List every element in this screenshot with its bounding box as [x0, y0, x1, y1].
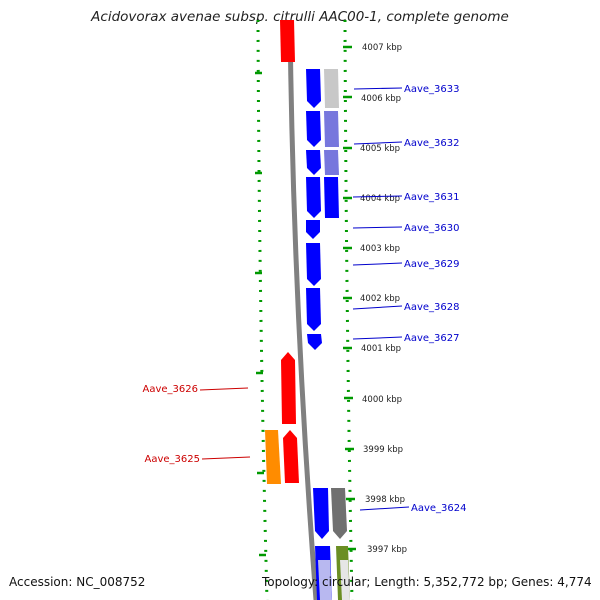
tick-label: 4005 kbp [360, 144, 400, 154]
gene-label-aave-3627: Aave_3627 [404, 333, 460, 344]
gene-aave-3631 [306, 177, 321, 218]
gene-aave-3627 [307, 334, 322, 350]
tick-label: 4003 kbp [360, 244, 400, 254]
gene-label-aave-3631: Aave_3631 [404, 192, 460, 203]
gene-aave-3624-gray [331, 488, 347, 539]
leader-3630 [352, 226, 403, 229]
leader-3631 [352, 195, 403, 198]
gene-aave-3624 [313, 488, 329, 539]
tick-label: 4004 kbp [360, 194, 400, 204]
gene-aave-3632 [306, 111, 321, 147]
gene-label-aave-3632: Aave_3632 [404, 138, 460, 149]
forward-genes [265, 20, 299, 484]
leader-3626 [199, 387, 249, 391]
leader-3632 [353, 141, 403, 145]
map-title: Acidovorax avenae subsp. citrulli AAC00-… [91, 9, 509, 25]
gene-aave-3633 [306, 69, 321, 108]
gene-aave-3631-blue [324, 177, 339, 218]
genome-backbone [287, 19, 319, 600]
leader-3633 [353, 87, 403, 90]
tick-label: 3998 kbp [365, 495, 405, 505]
tick-label: 3997 kbp [367, 545, 407, 555]
accession-text: Accession: NC_008752 [9, 575, 146, 589]
gene-label-aave-3633: Aave_3633 [404, 84, 460, 95]
gene-aave-3633-gray [324, 69, 339, 108]
gene-label-aave-3630: Aave_3630 [404, 223, 460, 234]
inner-guide-line [256, 19, 269, 600]
tick-label: 4000 kbp [362, 395, 402, 405]
leader-3627 [352, 336, 403, 340]
topology-text: Topology: circular; Length: 5,352,772 bp… [262, 575, 592, 589]
gene-aave-3626 [281, 352, 296, 424]
gene-bottom-lavender [318, 560, 332, 600]
gene-orange [265, 430, 281, 484]
gene-label-aave-3624: Aave_3624 [411, 503, 467, 514]
gene-aave-3629 [306, 243, 321, 286]
gene-label-aave-3625: Aave_3625 [145, 454, 201, 465]
gene-aave-3632-lavender [324, 111, 339, 147]
gene-aave-3632b-lavender [324, 150, 339, 175]
gene-label-aave-3629: Aave_3629 [404, 259, 460, 270]
gene-label-aave-3626: Aave_3626 [143, 384, 199, 395]
leader-3624 [359, 506, 410, 511]
tick-label: 4002 kbp [360, 294, 400, 304]
tick-label: 3999 kbp [363, 445, 403, 455]
tick-label: 4007 kbp [362, 43, 402, 53]
tick-marks [255, 45, 356, 557]
tick-label: 4001 kbp [361, 344, 401, 354]
gene-aave-3625 [283, 430, 299, 483]
gene-aave-3630 [306, 220, 320, 239]
leader-3629 [352, 262, 403, 266]
reverse-genes [306, 69, 350, 600]
leader-3625 [201, 456, 251, 460]
gene-label-aave-3628: Aave_3628 [404, 302, 460, 313]
gene-aave-3628 [306, 288, 321, 331]
label-leaders [199, 87, 410, 511]
gene-red-top [280, 20, 295, 62]
tick-label: 4006 kbp [361, 94, 401, 104]
gene-aave-3632b [306, 150, 321, 175]
gene-bottom-olive-light [340, 560, 350, 600]
leader-3628 [352, 305, 403, 310]
